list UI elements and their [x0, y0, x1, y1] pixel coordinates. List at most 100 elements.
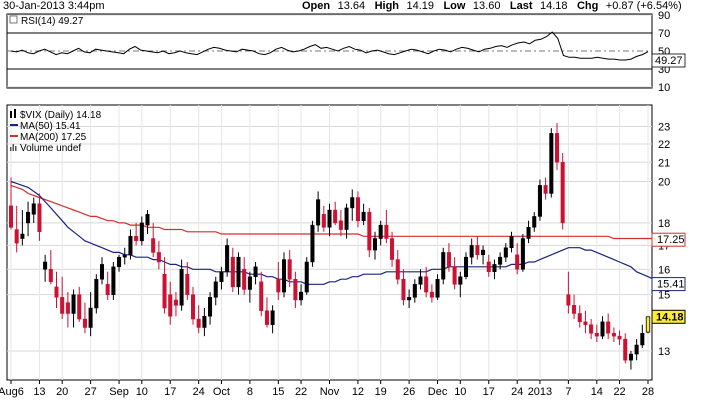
candle-body: [185, 273, 190, 295]
date-tick-label: 12: [352, 386, 364, 398]
ma50-value-box: 15.41: [651, 277, 686, 292]
date-tick-label: 15: [272, 386, 284, 398]
candle-body: [600, 321, 605, 337]
date-tick-label: Nov: [320, 386, 340, 398]
candle-body: [139, 222, 144, 242]
candle-body: [299, 291, 304, 301]
candle-body: [543, 185, 548, 194]
price-tick-label: 15: [658, 290, 670, 302]
candle-body: [196, 318, 201, 328]
candle-legend-icon-2: [14, 109, 16, 118]
rsi-value-box-bg: [651, 53, 686, 68]
candle-body: [498, 256, 503, 265]
candle-body: [259, 281, 264, 311]
date-tick-label: Dec: [428, 386, 448, 398]
candle-body: [8, 205, 14, 228]
last-price-box: 14.18: [651, 309, 686, 324]
candle-body: [270, 310, 275, 325]
candle-body: [168, 294, 173, 317]
rsi-legend-icon: [9, 15, 18, 24]
candle-body: [162, 273, 167, 309]
price-legend: $VIX (Daily) 14.18 MA(50) 15.41 MA(200) …: [10, 109, 102, 154]
price-grid: [7, 105, 652, 380]
legend-ma200: MA(200) 17.25: [20, 132, 87, 143]
last-value: 14.18: [540, 0, 568, 12]
candle-body: [492, 264, 497, 273]
candle-body: [606, 321, 611, 334]
candle-body: [128, 236, 133, 256]
rsi-tick-label: 70: [658, 28, 670, 40]
candle-body: [88, 307, 93, 328]
low-value: 13.60: [473, 0, 501, 12]
candle-body: [361, 211, 366, 221]
rsi-legend-label: RSI(14) 49.27: [21, 16, 84, 27]
candle-body: [532, 216, 537, 228]
candle-body: [589, 324, 594, 334]
last-candle: [645, 316, 651, 333]
candle-body: [372, 238, 378, 251]
candle-body: [20, 233, 25, 239]
date-tick-label: Aug6: [0, 386, 24, 398]
ma50-value-box-bg: [651, 277, 686, 292]
date-tick-label: 27: [85, 386, 97, 398]
candle-body: [225, 245, 230, 273]
price-tick-label: 22: [658, 139, 670, 151]
last-label: Last: [510, 0, 533, 12]
candle-body: [71, 294, 76, 314]
candle-body: [338, 220, 343, 230]
candle-body: [429, 291, 434, 298]
candle-body: [554, 133, 560, 163]
candle-body: [509, 236, 514, 248]
candle-body: [236, 256, 241, 288]
candle-body: [640, 332, 645, 346]
date-tick-label: 28: [642, 386, 654, 398]
candle-body: [65, 302, 70, 314]
candle-body: [395, 259, 400, 280]
date-tick-label: 26: [403, 386, 415, 398]
volume-icon-bar-3: [15, 146, 17, 151]
candle-body: [264, 310, 269, 325]
candle-body: [37, 203, 42, 233]
candle-body: [31, 203, 36, 215]
price-tick-label: 23: [658, 121, 670, 133]
price-tick-label: 16: [658, 264, 670, 276]
ma200-value-box-bg: [651, 232, 686, 247]
candle-body: [145, 214, 150, 226]
candle-body: [208, 297, 213, 317]
high-label: High: [375, 0, 400, 12]
candle-body: [230, 256, 235, 288]
candle-body: [43, 261, 48, 270]
candle-body: [122, 254, 127, 258]
candle-body: [48, 269, 53, 283]
candle-body: [156, 252, 161, 263]
candle-body: [577, 313, 582, 323]
candle-body: [435, 278, 440, 298]
candle-body: [378, 224, 383, 239]
rsi-line-group: [10, 31, 649, 61]
candle-body: [458, 276, 463, 285]
ma200-line: [10, 184, 666, 241]
price-value-boxes: 17.25 15.41 14.18: [651, 232, 686, 324]
ma200-value-box: 17.25: [651, 232, 686, 247]
candle-body: [179, 269, 184, 306]
candle-legend-icon: [10, 111, 12, 118]
price-tick-label: 18: [658, 218, 670, 230]
candle-body: [82, 318, 87, 328]
candle-body: [310, 224, 315, 263]
date-tick-label: 19: [375, 386, 387, 398]
candle-body: [566, 294, 571, 306]
candle-body: [111, 266, 116, 295]
candle-body: [446, 252, 451, 268]
ma50-group: [10, 180, 666, 285]
date-tick-label: 17: [164, 386, 176, 398]
date-tick-label: 10: [454, 386, 466, 398]
high-value: 14.19: [406, 0, 434, 12]
candle-body: [594, 332, 599, 337]
rsi-value-box-text: 49.27: [655, 55, 683, 67]
candle-body: [117, 256, 122, 268]
ma200-group: [10, 184, 666, 241]
candle-body: [190, 294, 196, 320]
date-tick-label: Oct: [213, 386, 230, 398]
